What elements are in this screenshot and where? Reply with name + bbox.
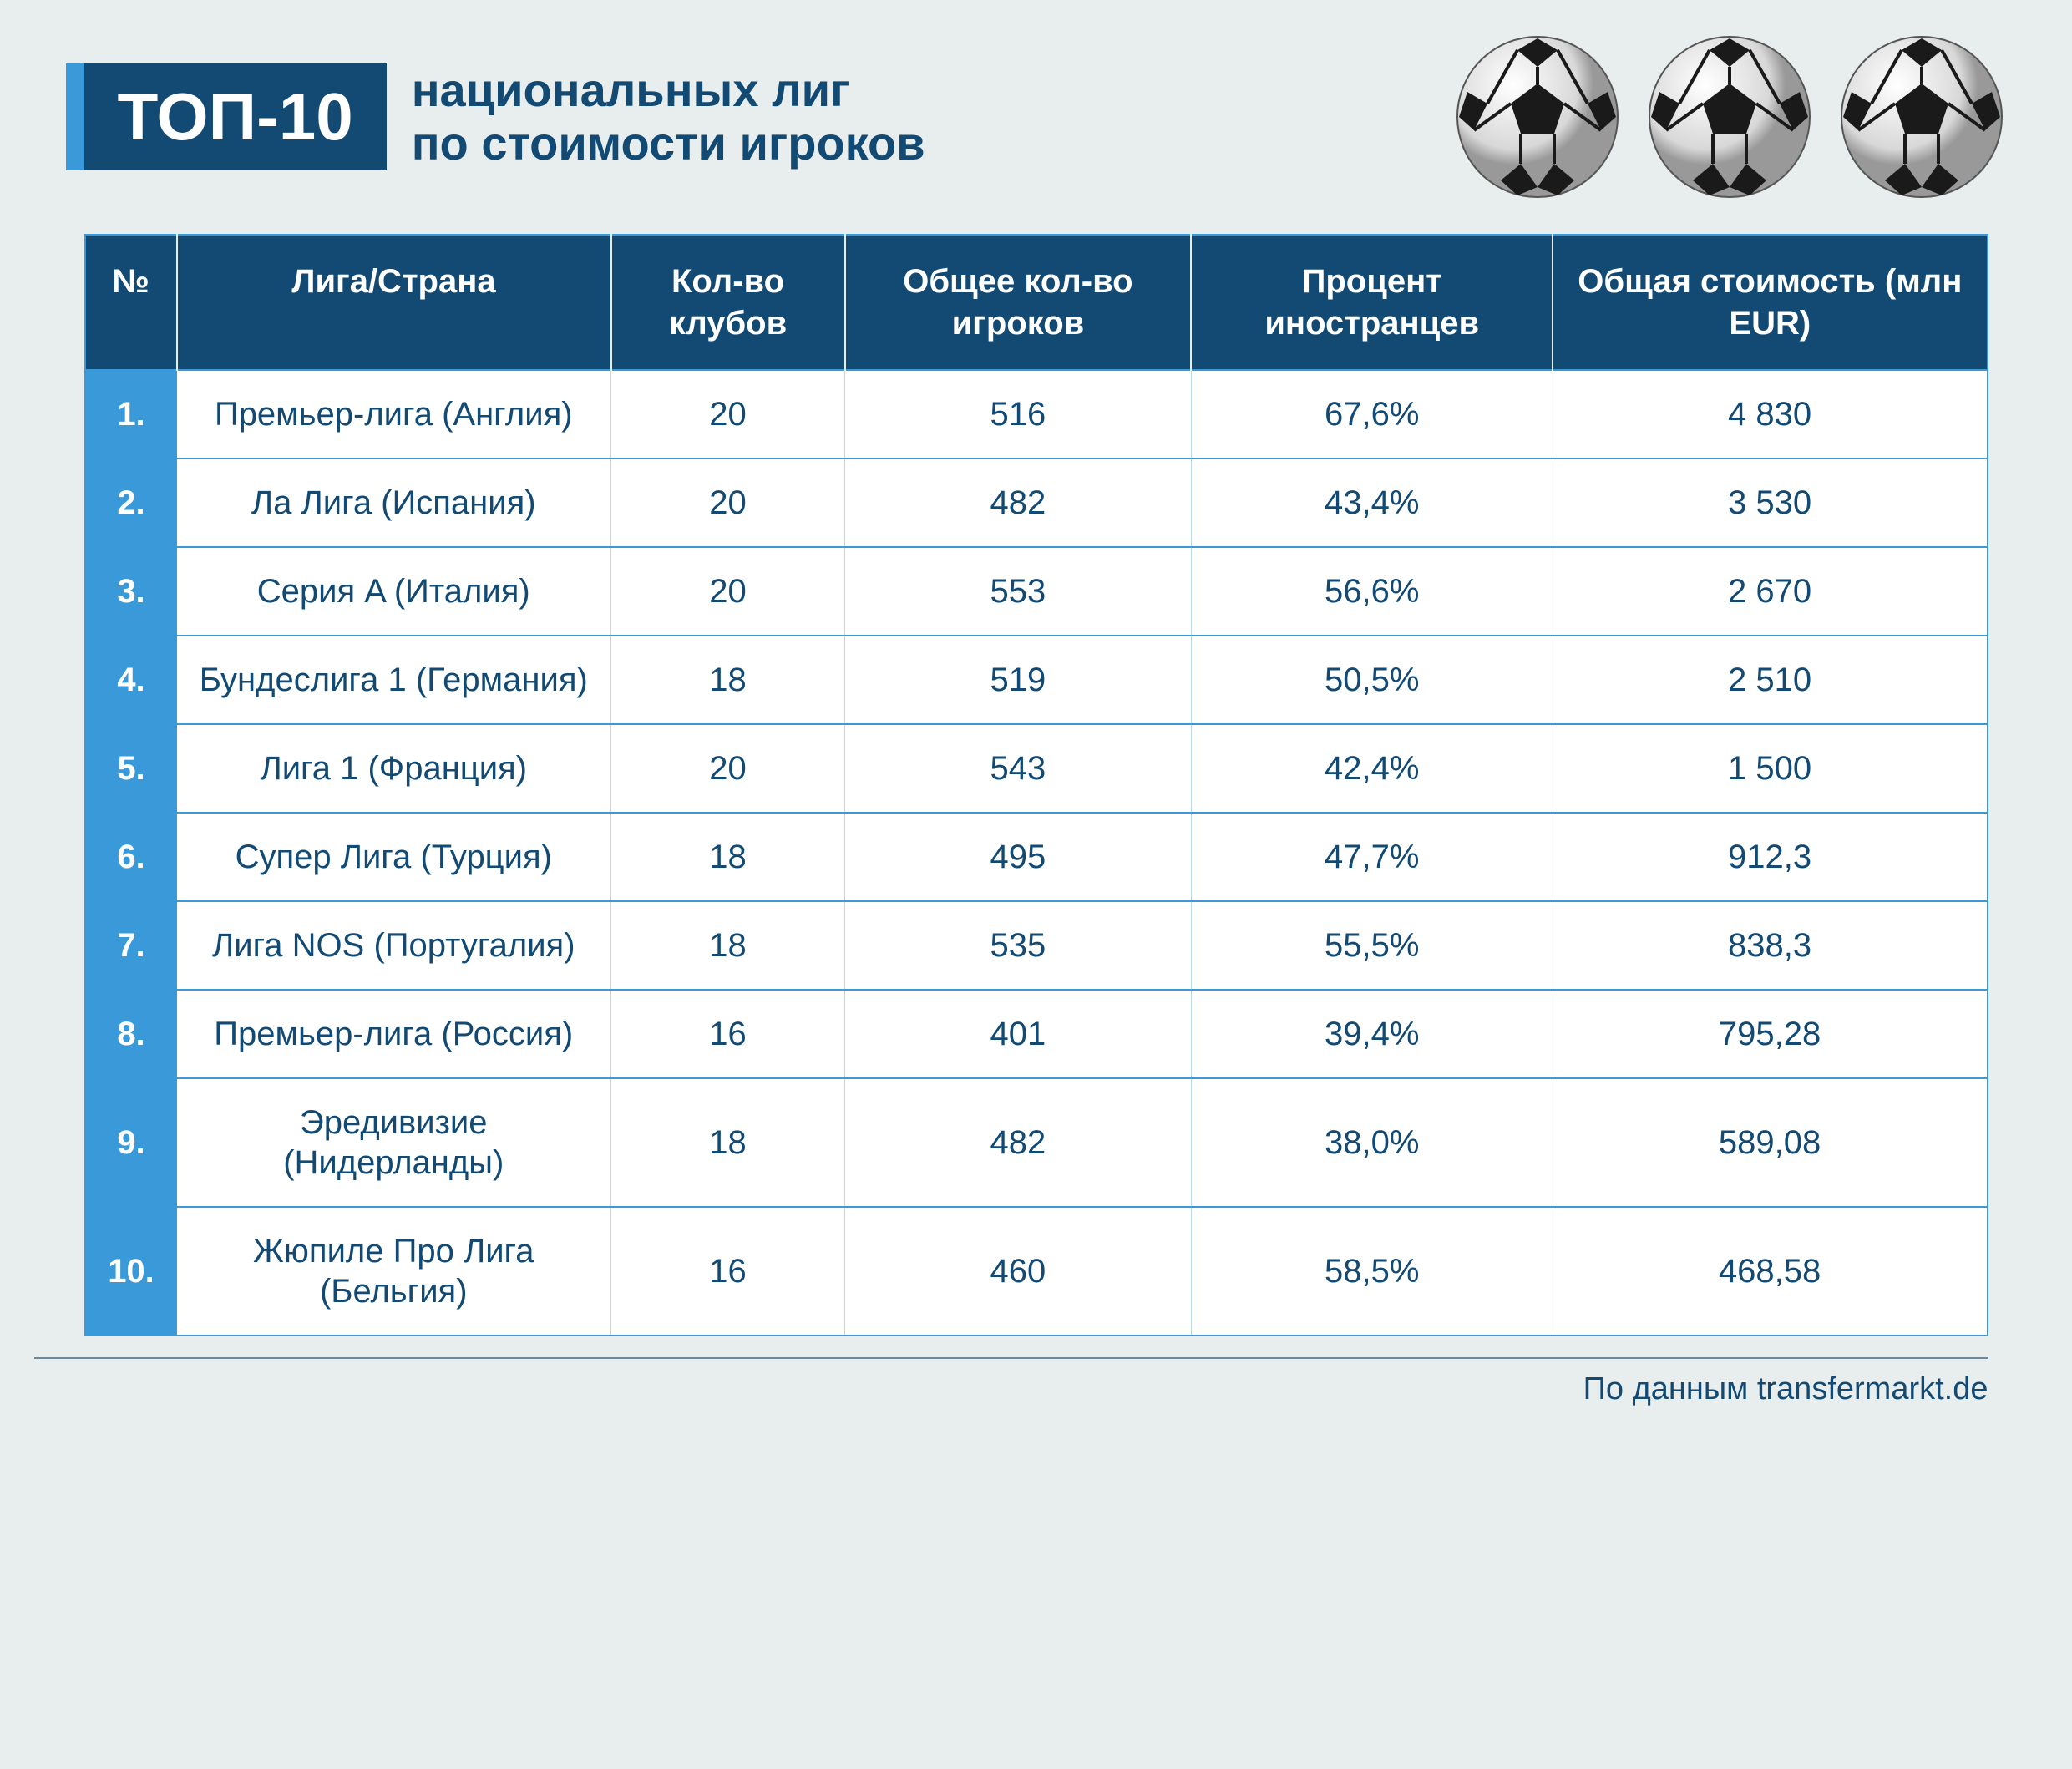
cell-foreigners: 47,7%: [1191, 813, 1553, 901]
cell-league: Серия A (Италия): [177, 547, 611, 636]
leagues-table: № Лига/Страна Кол-во клубов Общее кол-во…: [84, 234, 1988, 1336]
cell-rank: 6.: [85, 813, 177, 901]
col-players: Общее кол-во игроков: [845, 235, 1192, 370]
soccer-ball-icon: [1454, 33, 1621, 200]
cell-league: Бундеслига 1 (Германия): [177, 636, 611, 724]
cell-players: 553: [845, 547, 1192, 636]
cell-clubs: 18: [611, 636, 845, 724]
soccer-ball-icon: [1838, 33, 2005, 200]
cell-league: Супер Лига (Турция): [177, 813, 611, 901]
cell-foreigners: 38,0%: [1191, 1078, 1553, 1207]
cell-players: 482: [845, 459, 1192, 547]
cell-rank: 2.: [85, 459, 177, 547]
col-rank: №: [85, 235, 177, 370]
cell-value: 1 500: [1553, 724, 1987, 813]
cell-rank: 1.: [85, 370, 177, 459]
cell-rank: 9.: [85, 1078, 177, 1207]
cell-value: 4 830: [1553, 370, 1987, 459]
cell-clubs: 18: [611, 1078, 845, 1207]
infographic-container: ТОП-10 национальных лиг по стоимости игр…: [34, 33, 2039, 1407]
cell-rank: 4.: [85, 636, 177, 724]
table-row: 10.Жюпиле Про Лига (Бельгия)1646058,5%46…: [85, 1207, 1988, 1336]
header: ТОП-10 национальных лиг по стоимости игр…: [34, 33, 2039, 200]
cell-value: 838,3: [1553, 901, 1987, 990]
cell-league: Премьер-лига (Россия): [177, 990, 611, 1078]
cell-rank: 7.: [85, 901, 177, 990]
cell-clubs: 20: [611, 724, 845, 813]
cell-rank: 3.: [85, 547, 177, 636]
table-row: 8.Премьер-лига (Россия)1640139,4%795,28: [85, 990, 1988, 1078]
cell-foreigners: 43,4%: [1191, 459, 1553, 547]
table-row: 1.Премьер-лига (Англия)2051667,6%4 830: [85, 370, 1988, 459]
cell-league: Жюпиле Про Лига (Бельгия): [177, 1207, 611, 1336]
cell-value: 795,28: [1553, 990, 1987, 1078]
cell-players: 535: [845, 901, 1192, 990]
cell-clubs: 20: [611, 459, 845, 547]
cell-foreigners: 50,5%: [1191, 636, 1553, 724]
table-row: 2.Ла Лига (Испания)2048243,4%3 530: [85, 459, 1988, 547]
cell-foreigners: 58,5%: [1191, 1207, 1553, 1336]
col-value: Общая стоимость (млн EUR): [1553, 235, 1987, 370]
soccer-ball-icon: [1646, 33, 1813, 200]
table-header: № Лига/Страна Кол-во клубов Общее кол-во…: [85, 235, 1988, 370]
data-source: По данным transfermarkt.de: [34, 1357, 1988, 1407]
cell-value: 468,58: [1553, 1207, 1987, 1336]
cell-rank: 8.: [85, 990, 177, 1078]
col-foreigners: Процент иностранцев: [1191, 235, 1553, 370]
cell-value: 589,08: [1553, 1078, 1987, 1207]
cell-value: 2 510: [1553, 636, 1987, 724]
cell-rank: 10.: [85, 1207, 177, 1336]
cell-foreigners: 39,4%: [1191, 990, 1553, 1078]
col-league: Лига/Страна: [177, 235, 611, 370]
table-row: 4.Бундеслига 1 (Германия)1851950,5%2 510: [85, 636, 1988, 724]
cell-clubs: 16: [611, 990, 845, 1078]
cell-clubs: 20: [611, 547, 845, 636]
cell-clubs: 18: [611, 813, 845, 901]
cell-rank: 5.: [85, 724, 177, 813]
cell-players: 519: [845, 636, 1192, 724]
table-row: 6.Супер Лига (Турция)1849547,7%912,3: [85, 813, 1988, 901]
title-line-1: национальных лиг: [412, 63, 925, 117]
cell-league: Ла Лига (Испания): [177, 459, 611, 547]
cell-league: Эредивизие (Нидерланды): [177, 1078, 611, 1207]
cell-foreigners: 42,4%: [1191, 724, 1553, 813]
table-row: 5.Лига 1 (Франция)2054342,4%1 500: [85, 724, 1988, 813]
cell-players: 516: [845, 370, 1192, 459]
cell-value: 912,3: [1553, 813, 1987, 901]
cell-league: Лига NOS (Португалия): [177, 901, 611, 990]
cell-foreigners: 56,6%: [1191, 547, 1553, 636]
cell-foreigners: 67,6%: [1191, 370, 1553, 459]
table-row: 7.Лига NOS (Португалия)1853555,5%838,3: [85, 901, 1988, 990]
table-row: 9.Эредивизие (Нидерланды)1848238,0%589,0…: [85, 1078, 1988, 1207]
col-clubs: Кол-во клубов: [611, 235, 845, 370]
cell-value: 3 530: [1553, 459, 1987, 547]
cell-league: Премьер-лига (Англия): [177, 370, 611, 459]
cell-players: 543: [845, 724, 1192, 813]
cell-players: 482: [845, 1078, 1192, 1207]
cell-league: Лига 1 (Франция): [177, 724, 611, 813]
cell-value: 2 670: [1553, 547, 1987, 636]
cell-foreigners: 55,5%: [1191, 901, 1553, 990]
cell-players: 460: [845, 1207, 1192, 1336]
table-body: 1.Премьер-лига (Англия)2051667,6%4 8302.…: [85, 370, 1988, 1336]
table-row: 3.Серия A (Италия)2055356,6%2 670: [85, 547, 1988, 636]
cell-clubs: 18: [611, 901, 845, 990]
cell-clubs: 20: [611, 370, 845, 459]
cell-players: 401: [845, 990, 1192, 1078]
cell-clubs: 16: [611, 1207, 845, 1336]
title-badge: ТОП-10: [84, 63, 387, 170]
title-text: национальных лиг по стоимости игроков: [412, 63, 925, 171]
soccer-balls: [1454, 33, 2039, 200]
title-line-2: по стоимости игроков: [412, 117, 925, 170]
cell-players: 495: [845, 813, 1192, 901]
